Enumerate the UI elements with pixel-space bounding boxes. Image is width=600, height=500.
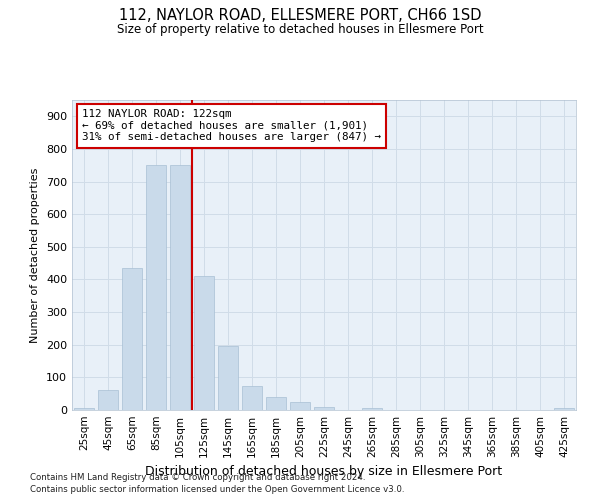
Bar	[194, 276, 214, 410]
Bar	[98, 390, 118, 410]
X-axis label: Distribution of detached houses by size in Ellesmere Port: Distribution of detached houses by size …	[145, 466, 503, 478]
Bar	[122, 268, 142, 410]
Text: Contains public sector information licensed under the Open Government Licence v3: Contains public sector information licen…	[30, 485, 404, 494]
Text: 112, NAYLOR ROAD, ELLESMERE PORT, CH66 1SD: 112, NAYLOR ROAD, ELLESMERE PORT, CH66 1…	[119, 8, 481, 22]
Bar	[290, 402, 310, 410]
Bar	[170, 166, 190, 410]
Text: Size of property relative to detached houses in Ellesmere Port: Size of property relative to detached ho…	[116, 22, 484, 36]
Bar	[74, 408, 94, 410]
Bar	[146, 166, 166, 410]
Bar	[554, 408, 574, 410]
Bar	[362, 408, 382, 410]
Y-axis label: Number of detached properties: Number of detached properties	[31, 168, 40, 342]
Text: 112 NAYLOR ROAD: 122sqm
← 69% of detached houses are smaller (1,901)
31% of semi: 112 NAYLOR ROAD: 122sqm ← 69% of detache…	[82, 110, 381, 142]
Bar	[314, 406, 334, 410]
Text: Contains HM Land Registry data © Crown copyright and database right 2024.: Contains HM Land Registry data © Crown c…	[30, 472, 365, 482]
Bar	[266, 397, 286, 410]
Bar	[218, 346, 238, 410]
Bar	[242, 386, 262, 410]
